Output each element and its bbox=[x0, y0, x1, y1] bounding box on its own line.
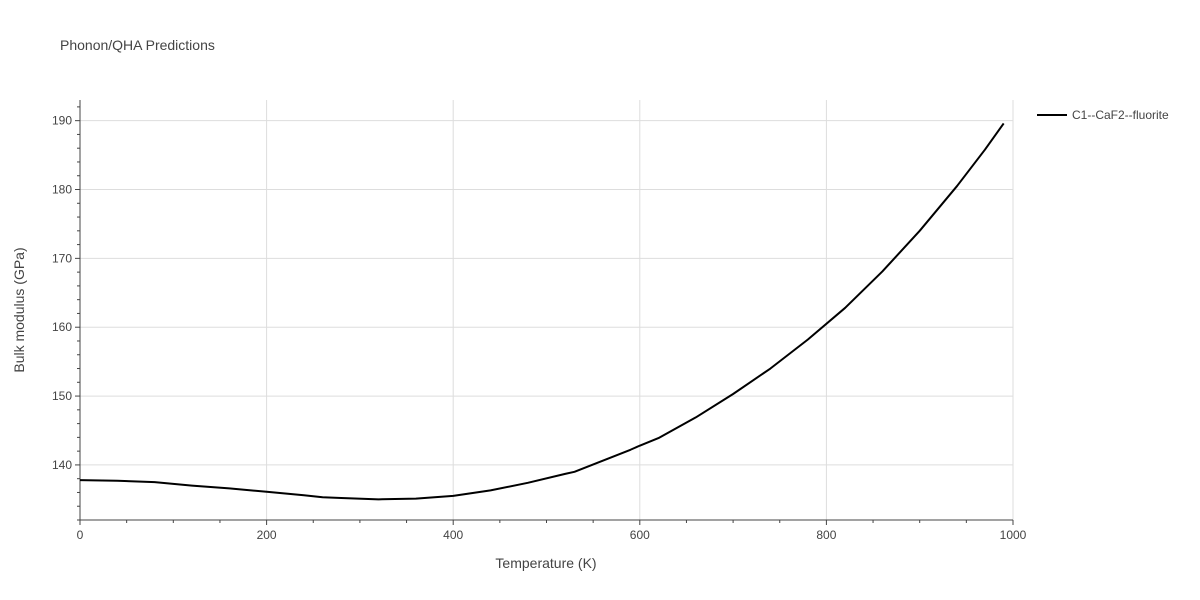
y-tick-label: 190 bbox=[52, 114, 72, 128]
x-tick-label: 200 bbox=[257, 528, 277, 542]
x-tick-label: 0 bbox=[77, 528, 84, 542]
x-tick-label: 400 bbox=[443, 528, 463, 542]
series-layer bbox=[79, 122, 1005, 501]
chart-title: Phonon/QHA Predictions bbox=[60, 37, 215, 53]
y-axis-title: Bulk modulus (GPa) bbox=[11, 247, 27, 372]
legend-label: C1--CaF2--fluorite bbox=[1072, 108, 1169, 122]
x-tick-label: 1000 bbox=[1000, 528, 1027, 542]
x-tick-label: 600 bbox=[630, 528, 650, 542]
x-axis-title: Temperature (K) bbox=[495, 555, 596, 571]
axes: 0 200 400 600 800 1000 140 150 160 170 180 190 bbox=[52, 100, 1027, 542]
grid bbox=[80, 100, 1014, 520]
legend: C1--CaF2--fluorite bbox=[1037, 108, 1169, 122]
x-tick-label: 800 bbox=[816, 528, 836, 542]
y-tick-label: 140 bbox=[52, 458, 72, 472]
y-tick-label: 160 bbox=[52, 320, 72, 334]
series-line-0 bbox=[79, 122, 1005, 501]
y-tick-label: 150 bbox=[52, 389, 72, 403]
y-tick-label: 180 bbox=[52, 183, 72, 197]
y-tick-label: 170 bbox=[52, 251, 72, 265]
